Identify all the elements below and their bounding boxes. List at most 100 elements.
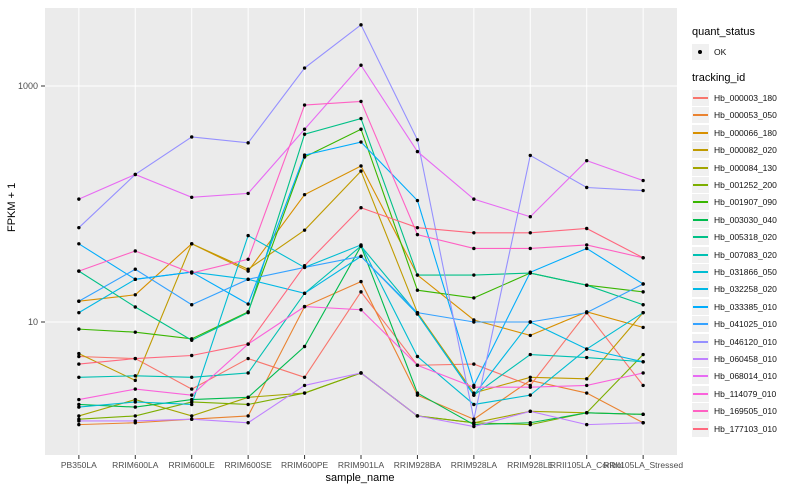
legend-item-label: Hb_000066_180 <box>714 127 777 138</box>
legend-color-swatch <box>692 107 709 124</box>
line-swatch-icon <box>693 288 708 291</box>
data-point <box>359 63 363 67</box>
line-swatch-icon <box>693 97 708 100</box>
data-point <box>190 271 194 275</box>
x-tick-label: RRII105LA_Control <box>550 460 624 470</box>
data-point <box>77 375 81 379</box>
data-point <box>585 391 589 395</box>
data-point <box>415 354 420 359</box>
line-swatch-icon <box>693 236 708 239</box>
data-point <box>641 290 645 294</box>
data-point <box>77 269 81 273</box>
data-point <box>77 310 81 315</box>
data-point <box>415 391 420 395</box>
data-point <box>302 291 307 296</box>
data-point <box>302 383 307 388</box>
data-point <box>246 267 250 271</box>
legend-item-Hb_005318_020: Hb_005318_020 <box>692 229 798 246</box>
data-point <box>472 246 476 251</box>
data-point <box>246 356 250 361</box>
legend-color-swatch <box>692 298 709 315</box>
data-point <box>190 387 194 391</box>
legend-item-label: Hb_033385_010 <box>714 301 777 312</box>
legend-item-label: Hb_005318_020 <box>714 232 777 243</box>
legend-item-Hb_000053_050: Hb_000053_050 <box>692 107 798 124</box>
data-point <box>359 99 363 104</box>
data-point <box>641 421 645 425</box>
data-point <box>641 310 645 315</box>
legend-color-swatch <box>692 90 709 107</box>
x-tick-label: RRIM928LA <box>451 460 498 470</box>
data-point <box>302 192 307 197</box>
legend-item-Hb_114079_010: Hb_114079_010 <box>692 385 798 402</box>
data-point <box>133 305 137 309</box>
data-point <box>528 409 532 414</box>
line-swatch-icon <box>693 410 708 413</box>
data-point <box>528 246 532 251</box>
data-point <box>585 226 589 231</box>
legend: quant_status OK tracking_id Hb_000003_18… <box>692 26 798 449</box>
x-tick-label: RRIM901LA <box>338 460 385 470</box>
legend-color-swatch <box>692 229 709 246</box>
data-point <box>77 422 81 427</box>
legend-item-label: Hb_032258_020 <box>714 284 777 295</box>
legend-color-swatch <box>692 316 709 333</box>
legend-color-swatch <box>692 403 709 420</box>
data-point <box>472 385 476 389</box>
line-swatch-icon <box>693 323 708 326</box>
data-point <box>585 283 589 287</box>
data-point <box>77 354 81 359</box>
data-point <box>190 338 194 342</box>
data-point <box>528 333 532 338</box>
line-swatch-icon <box>693 149 708 152</box>
x-tick-label: RRIM600LA <box>112 460 159 470</box>
data-point <box>246 233 250 238</box>
data-point <box>528 378 532 383</box>
data-point <box>190 303 194 307</box>
data-point <box>246 414 250 418</box>
legend-item-ok: OK <box>692 43 798 60</box>
line-swatch-icon <box>693 114 708 117</box>
line-swatch-icon <box>693 427 708 430</box>
legend-item-Hb_169505_010: Hb_169505_010 <box>692 402 798 420</box>
legend-color-swatch <box>692 194 709 211</box>
data-point <box>133 405 137 409</box>
legend-item-Hb_000084_130: Hb_000084_130 <box>692 159 798 176</box>
data-point <box>528 393 532 397</box>
legend-item-label: Hb_001907_090 <box>714 197 777 208</box>
data-point <box>190 397 194 402</box>
data-point <box>133 419 137 423</box>
data-point <box>415 225 420 230</box>
data-point <box>472 417 476 421</box>
legend-color-swatch <box>692 420 709 437</box>
data-point <box>415 198 420 203</box>
legend-item-label: Hb_000053_050 <box>714 110 777 121</box>
legend-item-Hb_031866_050: Hb_031866_050 <box>692 263 798 280</box>
legend-item-Hb_001252_200: Hb_001252_200 <box>692 176 798 194</box>
data-point <box>302 391 307 395</box>
data-point <box>528 421 532 425</box>
data-point <box>190 402 194 407</box>
data-point <box>415 232 420 237</box>
data-point <box>133 378 137 383</box>
data-point <box>415 149 420 154</box>
data-point <box>359 371 363 375</box>
line-swatch-icon <box>693 201 708 204</box>
legend-item-label: Hb_041025_010 <box>714 319 777 330</box>
line-swatch-icon <box>693 392 708 395</box>
data-point <box>246 421 250 425</box>
line-swatch-icon <box>693 184 708 187</box>
legend-tracking-id-items: Hb_000003_180 Hb_000053_050 Hb_000066_180 H… <box>692 89 798 437</box>
data-point <box>133 387 137 391</box>
data-point <box>528 385 532 389</box>
legend-color-swatch <box>692 142 709 159</box>
legend-item-label: Hb_001252_200 <box>714 180 777 191</box>
data-point <box>641 412 645 417</box>
legend-color-swatch <box>692 246 709 263</box>
legend-item-Hb_060458_010: Hb_060458_010 <box>692 350 798 367</box>
data-point <box>415 273 420 277</box>
data-point <box>190 375 194 379</box>
data-point <box>415 138 420 142</box>
